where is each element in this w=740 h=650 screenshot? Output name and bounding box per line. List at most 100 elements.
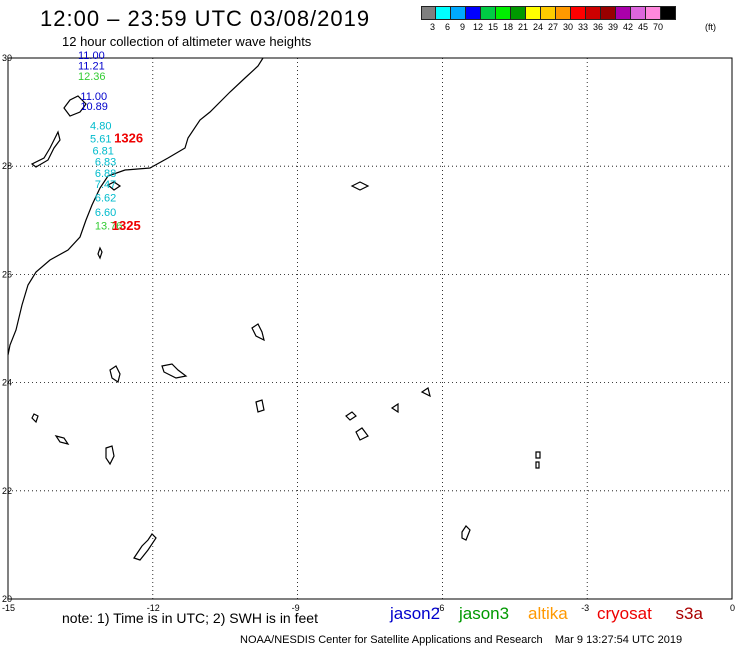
y-tick-label: 28 <box>2 161 12 171</box>
note-text: note: 1) Time is in UTC; 2) SWH is in fe… <box>62 610 318 626</box>
island-e14 <box>535 461 540 469</box>
map-frame <box>7 57 733 600</box>
y-tick-label: 26 <box>2 269 12 279</box>
island-e16 <box>133 533 157 561</box>
island-e2 <box>251 323 265 342</box>
wave-height-point: 13.76 <box>95 220 123 232</box>
pass-id-label: 1326 <box>114 130 143 145</box>
x-tick-label: -3 <box>581 603 589 613</box>
y-tick-label: 20 <box>2 594 12 604</box>
color-swatch <box>571 6 586 20</box>
color-swatch <box>586 6 601 20</box>
y-tick-label: 22 <box>2 486 12 496</box>
color-scale-label: 15 <box>488 22 499 32</box>
color-scale-label: 9 <box>460 22 466 32</box>
wave-height-labels: 11.0011.2111.0010.8912.3613.764.805.616.… <box>78 50 122 232</box>
color-scale-bar <box>421 6 676 20</box>
island-e12 <box>420 387 431 398</box>
island-e6 <box>54 435 70 445</box>
credit-text: NOAA/NESDIS Center for Satellite Applica… <box>240 634 543 646</box>
island-e13 <box>535 451 541 459</box>
color-swatch <box>421 6 436 20</box>
wave-height-point: 7.47 <box>95 179 116 191</box>
color-scale-label: 42 <box>623 22 634 32</box>
wave-height-point: 11.00 <box>80 91 107 103</box>
x-tick-label: -12 <box>147 603 160 613</box>
chart-subtitle: 12 hour collection of altimeter wave hei… <box>62 34 312 49</box>
color-scale-label: 33 <box>578 22 589 32</box>
coastlines <box>7 57 541 561</box>
footer-credit: NOAA/NESDIS Center for Satellite Applica… <box>240 634 682 646</box>
mission-legend-s3a: s3a <box>675 604 703 623</box>
color-swatch <box>451 6 466 20</box>
x-tick-label: -9 <box>292 603 300 613</box>
mission-legend-cryosat: cryosat <box>597 604 652 623</box>
color-swatch <box>646 6 661 20</box>
pass-annotations: 1326 1325 <box>112 130 143 233</box>
color-swatch <box>481 6 496 20</box>
island-e7 <box>105 445 115 466</box>
color-scale-label: 45 <box>638 22 649 32</box>
chart-title: 12:00 – 23:59 UTC 03/08/2019 <box>40 6 371 31</box>
color-swatch <box>466 6 481 20</box>
color-scale-label: 27 <box>548 22 559 32</box>
x-tick-label: -15 <box>2 603 15 613</box>
color-scale-unit: (ft) <box>705 22 716 32</box>
x-tick-label: -6 <box>436 603 444 613</box>
color-swatch <box>616 6 631 20</box>
wave-height-point: 6.88 <box>95 168 116 180</box>
wave-height-point: 12.36 <box>78 71 106 83</box>
island-e15 <box>461 525 471 541</box>
wave-height-point: 6.60 <box>95 207 116 219</box>
color-scale-label: 39 <box>608 22 619 32</box>
wave-height-point: 11.00 <box>78 50 105 62</box>
color-scale-label: 30 <box>563 22 574 32</box>
island-e1 <box>350 181 370 191</box>
color-swatch <box>661 6 676 20</box>
island-e3 <box>109 365 121 383</box>
africa-coastline <box>7 57 264 356</box>
wave-height-point: 6.83 <box>95 157 116 169</box>
x-tick-label: 0 <box>730 603 735 613</box>
color-scale-label: 24 <box>533 22 544 32</box>
axis-tick-labels: -15 -12 -9 -6 -3 0 30 28 26 24 22 20 <box>2 53 735 613</box>
color-scale-label: 3 <box>430 22 436 32</box>
color-scale-label: 36 <box>593 22 604 32</box>
island-tiny-a <box>97 246 103 260</box>
wave-height-point: 10.89 <box>80 101 108 113</box>
color-scale-label: 21 <box>518 22 529 32</box>
map-grid <box>8 58 732 599</box>
timestamp-text: Mar 9 13:27:54 UTC 2019 <box>554 634 683 646</box>
y-tick-label: 24 <box>2 378 12 388</box>
color-scale-label: 18 <box>503 22 514 32</box>
color-scale-label: 12 <box>473 22 484 32</box>
color-swatch <box>511 6 526 20</box>
color-swatch <box>631 6 646 20</box>
island-small-b <box>106 181 122 191</box>
wave-height-point: 5.61 <box>90 133 111 145</box>
island-e4 <box>161 363 188 379</box>
island-e5 <box>31 413 39 424</box>
color-swatch <box>496 6 511 20</box>
color-swatch <box>436 6 451 20</box>
island-small-a <box>63 95 87 117</box>
pass-id-label: 1325 <box>112 218 141 233</box>
mission-legend-altika: altika <box>528 604 568 623</box>
wave-height-point: 4.80 <box>90 120 111 132</box>
color-scale-label: 70 <box>653 22 664 32</box>
color-swatch <box>556 6 571 20</box>
island-e8 <box>255 399 265 413</box>
island-e9 <box>345 411 357 421</box>
island-e10 <box>355 427 369 441</box>
island-north <box>30 130 61 168</box>
y-tick-label: 30 <box>2 53 12 63</box>
color-swatch <box>526 6 541 20</box>
wave-height-point: 11.21 <box>78 60 105 72</box>
color-scale-label: 6 <box>445 22 451 32</box>
island-e11 <box>390 402 399 414</box>
wave-height-point: 6.62 <box>95 192 116 204</box>
wave-height-point: 6.81 <box>92 145 113 157</box>
mission-legend-jason3: jason3 <box>459 604 510 623</box>
mission-legend-jason2: jason2 <box>390 604 441 623</box>
